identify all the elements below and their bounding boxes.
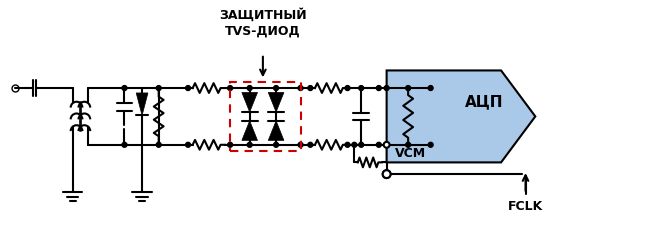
Circle shape — [156, 86, 161, 91]
Polygon shape — [268, 92, 284, 112]
Circle shape — [383, 170, 391, 178]
Circle shape — [308, 142, 313, 147]
Circle shape — [345, 86, 350, 91]
Circle shape — [186, 142, 190, 147]
Circle shape — [247, 86, 252, 91]
Circle shape — [359, 142, 363, 147]
Circle shape — [384, 142, 389, 148]
Text: ЗАЩИТНЫЙ
TVS-ДИОД: ЗАЩИТНЫЙ TVS-ДИОД — [219, 9, 307, 37]
Text: VCM: VCM — [395, 147, 426, 161]
Circle shape — [227, 142, 233, 147]
Circle shape — [352, 142, 357, 147]
Circle shape — [376, 142, 382, 147]
Circle shape — [298, 86, 303, 91]
Circle shape — [122, 86, 127, 91]
Circle shape — [186, 86, 190, 91]
Text: АЦП: АЦП — [465, 94, 504, 109]
Circle shape — [359, 86, 363, 91]
Circle shape — [122, 142, 127, 147]
Circle shape — [384, 86, 389, 91]
Circle shape — [384, 142, 389, 147]
Circle shape — [247, 142, 252, 147]
Text: FCLK: FCLK — [508, 200, 543, 213]
Circle shape — [156, 142, 161, 147]
Polygon shape — [242, 92, 257, 112]
Circle shape — [274, 142, 279, 147]
Circle shape — [406, 86, 411, 91]
Polygon shape — [242, 121, 257, 140]
Circle shape — [308, 86, 313, 91]
Circle shape — [428, 86, 433, 91]
Bar — [230, 82, 300, 151]
Circle shape — [345, 142, 350, 147]
Circle shape — [384, 142, 389, 147]
Circle shape — [227, 86, 233, 91]
Circle shape — [383, 170, 391, 178]
Polygon shape — [136, 93, 148, 115]
Polygon shape — [387, 71, 536, 163]
Circle shape — [274, 86, 279, 91]
Circle shape — [406, 142, 411, 147]
Circle shape — [298, 142, 303, 147]
Polygon shape — [268, 121, 284, 140]
Circle shape — [428, 142, 433, 147]
Circle shape — [376, 86, 382, 91]
